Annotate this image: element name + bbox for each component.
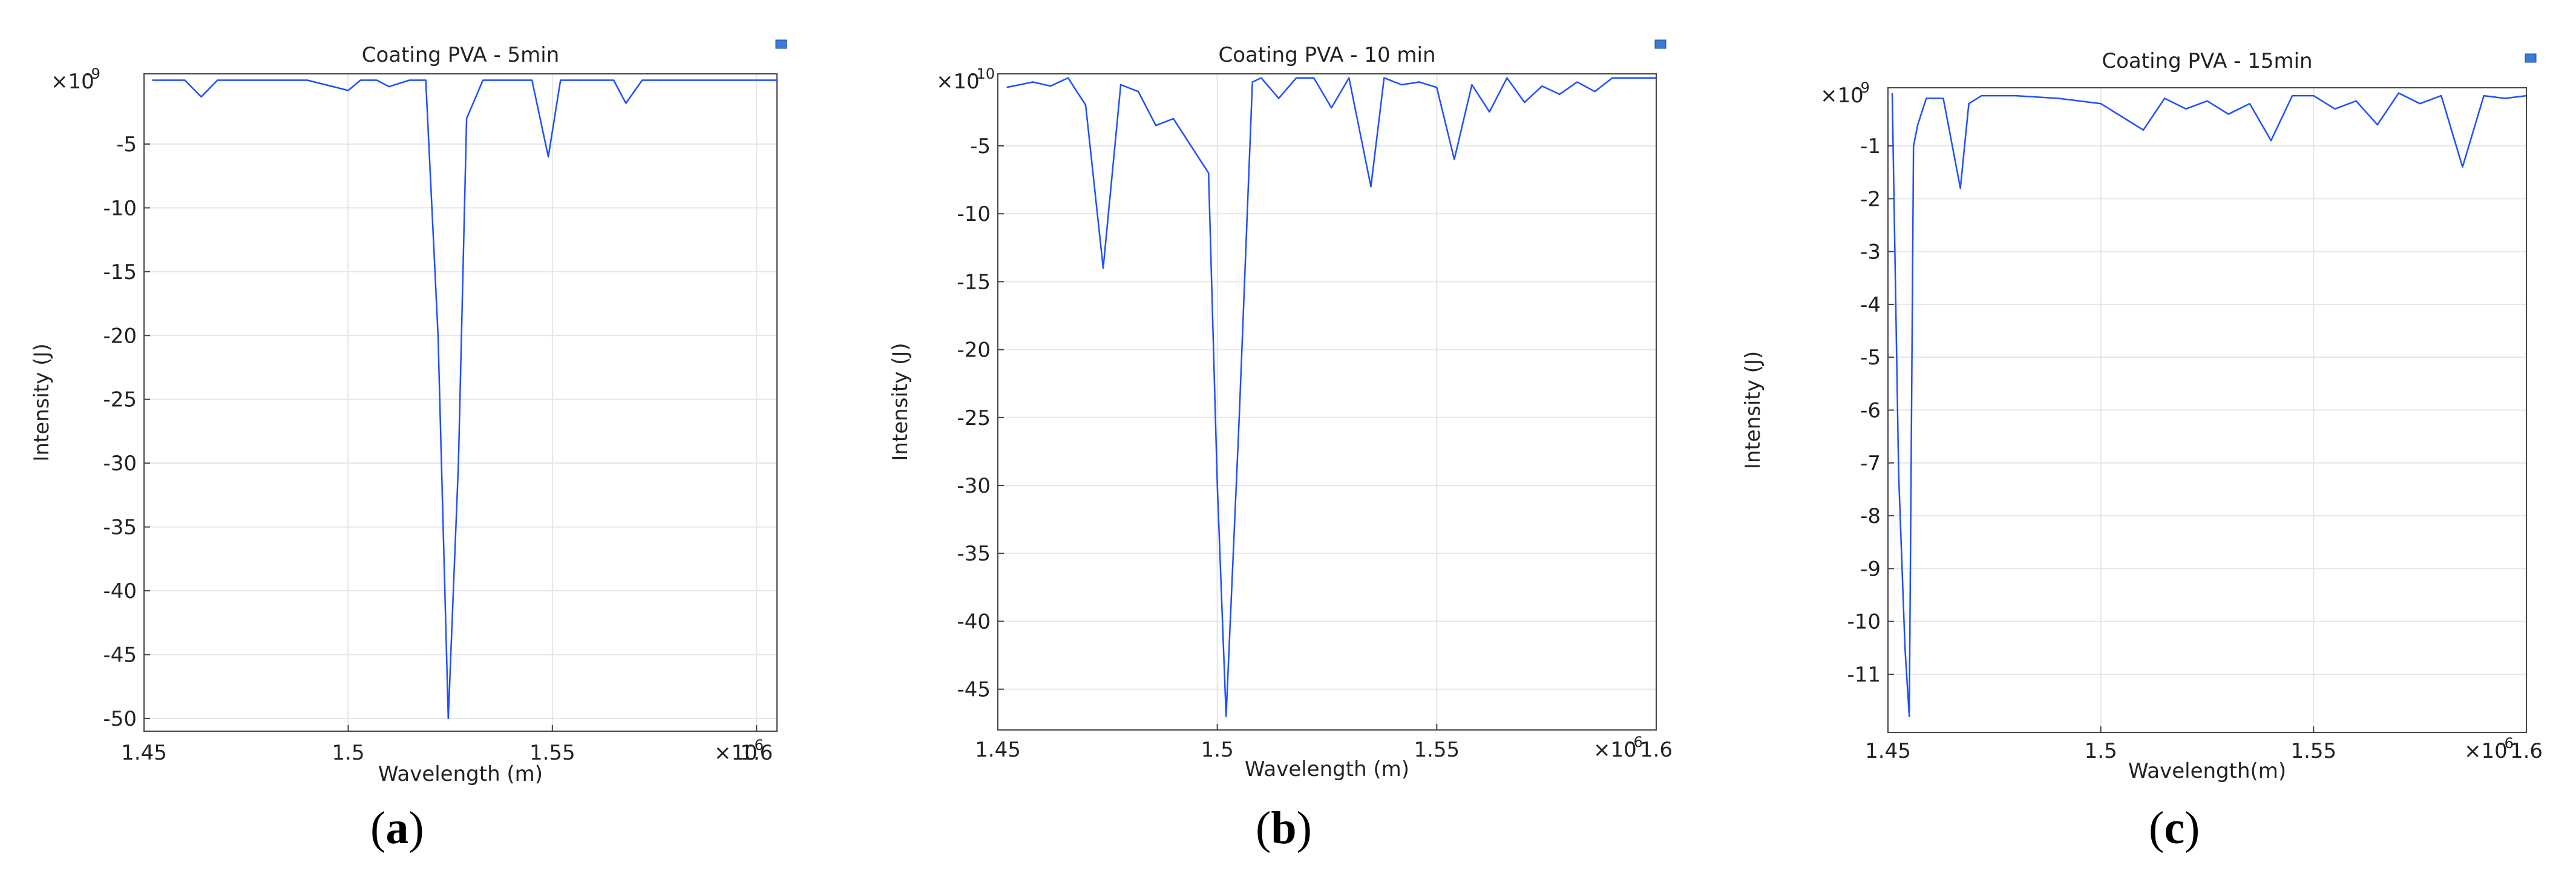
y-axis-label-b: Intensity (J): [888, 343, 913, 461]
grid-b: [998, 74, 1656, 730]
y-multiplier-exponent-a: -9: [86, 65, 100, 82]
x-tick-label: 1.55: [529, 741, 575, 765]
plot-settings-icon: [775, 39, 787, 49]
series-line-c: [1891, 92, 2526, 718]
y-tick-label: -35: [103, 516, 137, 540]
x-multiplier-a: ×10: [714, 741, 758, 765]
caption-a: (a): [370, 803, 424, 853]
y-tick-label: -4: [1860, 293, 1881, 317]
chart-title-a: Coating PVA - 5min: [362, 43, 560, 67]
y-multiplier-exponent-c: -9: [1855, 79, 1870, 96]
y-tick-label: -40: [957, 610, 991, 634]
y-tick-label: -7: [1860, 452, 1881, 476]
y-tick-label: -25: [103, 388, 137, 412]
y-tick-label: -2: [1860, 187, 1881, 211]
y-tick-label: -1: [1860, 134, 1881, 159]
plot-settings-icon-body: [2525, 53, 2537, 63]
x-tick-label: 1.45: [121, 741, 167, 765]
y-tick-label: -45: [957, 678, 991, 702]
y-tick-label: -30: [957, 474, 991, 498]
x-multiplier-exponent-c: -6: [2499, 735, 2514, 752]
y-tick-label: -11: [1847, 663, 1881, 687]
y-tick-label: -15: [957, 270, 991, 294]
x-axis-label-b: Wavelength (m): [1245, 757, 1409, 781]
y-tick-label: -5: [1860, 346, 1881, 370]
plot-settings-icon: [1654, 39, 1667, 49]
y-multiplier-exponent-b: -10: [971, 65, 995, 82]
grid-c: [1888, 88, 2526, 732]
plot-frame-b: [997, 73, 1657, 731]
x-tick-label: 1.5: [332, 741, 364, 765]
y-tick-label: -45: [103, 643, 137, 667]
y-tick-label: -40: [103, 579, 137, 603]
x-tick-label: 1.6: [2510, 739, 2543, 763]
x-tick-label: 1.45: [1865, 739, 1911, 763]
y-axis-label-c: Intensity (J): [1741, 351, 1765, 469]
y-tick-label: -10: [103, 196, 137, 220]
chart-panel-b: 1.45 1.5 1.55 1.6 -5 -10 -15 -20 -25 -30 -35 -40 -45…: [859, 0, 1717, 871]
y-tick-label: -5: [116, 133, 137, 157]
x-tick-label: 1.6: [1640, 738, 1673, 762]
plot-frame-a: [143, 73, 778, 732]
x-tick-label: 1.55: [1414, 738, 1460, 762]
chart-panel-c: 1.45 1.5 1.55 1.6 -1 -2 -3 -4 -5 -6 -7 -8 -9 -10 -11 ×1…: [1717, 0, 2576, 871]
x-axis-label-a: Wavelength (m): [378, 762, 543, 786]
x-multiplier-exponent-a: -6: [749, 737, 764, 754]
y-tick-label: -10: [957, 202, 991, 226]
y-tick-label: -30: [103, 452, 137, 476]
y-multiplier-b: ×10: [936, 70, 980, 94]
y-multiplier-a: ×10: [51, 70, 94, 94]
y-tick-label: -8: [1860, 504, 1881, 528]
y-tick-label: -50: [103, 707, 137, 731]
x-tick-label: 1.6: [740, 741, 773, 765]
caption-b: (b): [1256, 803, 1312, 853]
x-tick-label: 1.5: [1201, 738, 1234, 762]
plot-settings-icon-body: [1654, 39, 1667, 49]
y-tick-label: -25: [957, 406, 991, 430]
chart-c: 1.45 1.5 1.55 1.6 -1 -2 -3 -4 -5 -6 -7 -8 -9 -10 -11 ×1…: [1741, 49, 2543, 783]
x-tick-label: 1.45: [975, 738, 1021, 762]
plot-settings-icon-body: [775, 39, 787, 49]
y-tick-label: -3: [1860, 240, 1881, 265]
y-tick-label: -35: [957, 542, 991, 566]
grid-a: [144, 74, 777, 731]
chart-a: 1.45 1.5 1.55 1.6 -5 -10 -15 -20 -25 -30 -35 -40 -45…: [30, 39, 787, 786]
x-tick-label: 1.5: [2085, 739, 2117, 763]
plot-settings-icon: [2525, 53, 2537, 63]
chart-panel-a: 1.45 1.5 1.55 1.6 -5 -10 -15 -20 -25 -30 -35 -40 -45…: [0, 0, 859, 871]
x-multiplier-exponent-b: -6: [1628, 734, 1643, 751]
y-axis-label-a: Intensity (J): [30, 343, 54, 461]
x-multiplier-c: ×10: [2464, 739, 2508, 763]
chart-title-b: Coating PVA - 10 min: [1218, 43, 1435, 67]
x-multiplier-b: ×10: [1593, 738, 1637, 762]
caption-c: (c): [2149, 803, 2200, 853]
chart-b: 1.45 1.5 1.55 1.6 -5 -10 -15 -20 -25 -30 -35 -40 -45…: [888, 39, 1673, 781]
y-tick-label: -15: [103, 260, 137, 284]
y-tick-label: -6: [1860, 399, 1881, 423]
y-multiplier-c: ×10: [1820, 84, 1864, 108]
y-tick-label: -10: [1847, 610, 1881, 634]
x-tick-label: 1.55: [2290, 739, 2336, 763]
series-line-a: [152, 79, 777, 720]
y-tick-label: -9: [1860, 557, 1881, 581]
y-tick-label: -20: [957, 338, 991, 363]
y-tick-label: -5: [970, 134, 991, 159]
series-line-b: [1006, 77, 1656, 717]
y-tick-label: -20: [103, 324, 137, 348]
x-axis-label-c: Wavelength(m): [2128, 759, 2286, 783]
chart-title-c: Coating PVA - 15min: [2102, 49, 2312, 73]
